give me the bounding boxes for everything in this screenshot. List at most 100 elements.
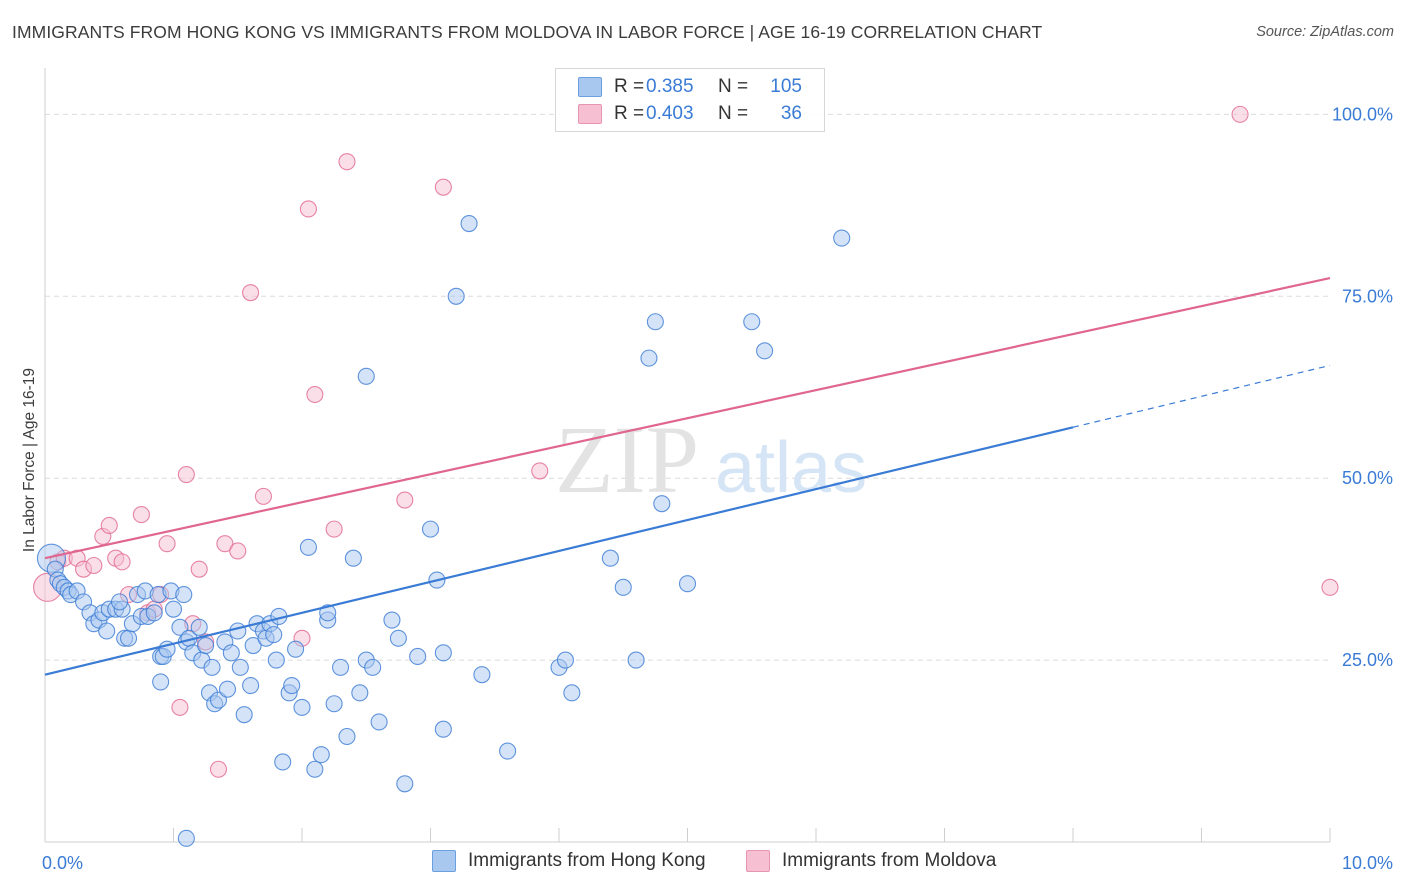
- data-point: [132, 506, 150, 524]
- data-point: [229, 622, 247, 640]
- data-point: [601, 549, 619, 567]
- data-point: [325, 695, 343, 713]
- trend-lines: [44, 277, 1331, 676]
- x-tick-label-left: 0.0%: [42, 853, 83, 873]
- data-point: [306, 760, 324, 778]
- data-point: [110, 593, 129, 611]
- data-point: [563, 684, 581, 702]
- data-point: [434, 178, 452, 196]
- data-point: [158, 535, 176, 553]
- data-point: [197, 636, 215, 655]
- legend-r-label: R =: [614, 103, 645, 124]
- data-point: [396, 775, 414, 793]
- data-point: [325, 520, 343, 538]
- legend-swatch-hongkong: [578, 77, 602, 97]
- data-point: [1321, 578, 1339, 596]
- data-point: [113, 553, 131, 571]
- data-point: [1231, 105, 1249, 123]
- data-point: [653, 495, 671, 513]
- legend-item-moldova[interactable]: Immigrants from Moldova: [746, 850, 996, 872]
- data-point: [531, 462, 549, 480]
- watermark: ZIP atlas: [555, 406, 867, 513]
- trend-line-hongkong-extension: [1072, 364, 1331, 428]
- data-point: [244, 636, 262, 655]
- data-point: [267, 651, 285, 669]
- data-point: [175, 586, 193, 604]
- data-point: [235, 706, 253, 724]
- legend-label-hongkong: Immigrants from Hong Kong: [468, 850, 706, 871]
- data-point: [614, 578, 632, 596]
- axes: [44, 68, 1331, 843]
- data-point: [254, 487, 273, 505]
- x-tick-label-right: 10.0%: [1342, 853, 1393, 873]
- data-point: [85, 556, 103, 575]
- data-point: [499, 742, 517, 760]
- legend-n-label: N =: [718, 103, 749, 124]
- data-point: [319, 604, 337, 622]
- data-point: [164, 600, 183, 618]
- data-point: [743, 313, 761, 331]
- legend-swatch-hongkong: [432, 850, 456, 872]
- y-tick-label: 100.0%: [1332, 104, 1393, 124]
- y-tick-label: 50.0%: [1342, 468, 1393, 488]
- data-point: [218, 680, 237, 698]
- data-point: [640, 349, 658, 367]
- data-point: [357, 367, 375, 385]
- trend-line-hongkong: [44, 426, 1074, 676]
- data-point: [646, 313, 664, 331]
- tick-labels: 25.0% 50.0% 75.0% 100.0% 0.0% 10.0%: [42, 104, 1393, 873]
- legend-label-moldova: Immigrants from Moldova: [782, 850, 997, 871]
- data-point: [338, 727, 356, 746]
- data-point: [242, 677, 260, 695]
- data-point: [299, 538, 317, 556]
- legend-row-hongkong: R = 0.385 N = 105: [578, 74, 802, 100]
- data-point: [216, 535, 234, 553]
- data-point: [306, 385, 324, 404]
- data-point: [190, 618, 208, 636]
- data-point: [265, 626, 283, 644]
- chart-title: IMMIGRANTS FROM HONG KONG VS IMMIGRANTS …: [12, 22, 1043, 42]
- data-point: [98, 622, 116, 640]
- data-point: [312, 746, 330, 764]
- data-point: [556, 651, 574, 669]
- data-point: [473, 666, 491, 684]
- data-point: [627, 651, 645, 669]
- data-point: [434, 720, 452, 738]
- stats-legend: R = 0.385 N = 105 R = 0.403 N = 36: [555, 68, 825, 132]
- legend-r-label: R =: [614, 76, 645, 97]
- legend-item-hongkong[interactable]: Immigrants from Hong Kong: [432, 850, 706, 872]
- data-point: [396, 491, 414, 509]
- legend-n-value: 105: [770, 76, 802, 97]
- data-point: [145, 604, 163, 622]
- y-tick-label: 75.0%: [1342, 286, 1393, 306]
- legend-row-moldova: R = 0.403 N = 36: [578, 101, 802, 127]
- data-point: [434, 644, 452, 662]
- data-point: [370, 713, 388, 731]
- legend-swatch-moldova: [578, 104, 602, 124]
- data-point: [389, 629, 407, 647]
- data-point: [364, 658, 382, 676]
- data-point: [171, 698, 189, 716]
- data-point: [421, 520, 440, 538]
- data-point: [756, 342, 774, 360]
- series-legend: Immigrants from Hong Kong Immigrants fro…: [0, 850, 1406, 878]
- data-point: [833, 229, 851, 247]
- data-point: [678, 575, 697, 593]
- legend-r-value: 0.403: [646, 103, 694, 124]
- data-point: [177, 829, 195, 847]
- data-point: [287, 640, 305, 658]
- data-point: [222, 644, 240, 662]
- data-point: [152, 673, 170, 691]
- data-point: [338, 153, 356, 171]
- data-point: [283, 677, 301, 695]
- data-point: [447, 287, 465, 305]
- data-point: [351, 684, 369, 702]
- data-point: [331, 658, 350, 676]
- legend-n-label: N =: [718, 76, 749, 97]
- data-point: [209, 760, 228, 778]
- data-point: [293, 698, 311, 716]
- data-point: [229, 542, 247, 560]
- data-point: [383, 611, 401, 629]
- data-point: [100, 516, 118, 535]
